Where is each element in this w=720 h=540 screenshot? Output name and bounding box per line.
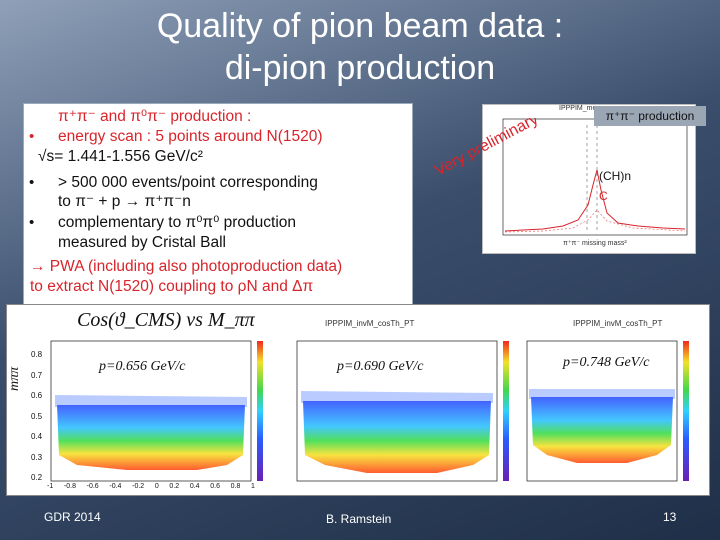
box-line-7: measured by Cristal Ball: [58, 234, 226, 251]
xtick: -0.4: [109, 483, 122, 490]
xtick: 0: [154, 483, 159, 490]
xtick: 0.6: [210, 483, 220, 490]
xtick: 0.2: [169, 483, 180, 490]
small-plot-xlabel: π⁺π⁻ missing mass²: [563, 240, 627, 247]
small-plot-header: IPPPIM_mess: [559, 105, 604, 112]
legend-ch: (CH)n: [599, 169, 631, 183]
production-banner: π⁺π⁻ production: [594, 106, 706, 126]
footer-left: GDR 2014: [44, 510, 101, 524]
bullet-1: •: [29, 128, 35, 145]
preliminary-text: Very preliminary: [432, 118, 541, 178]
ytick: 0.5: [31, 411, 43, 421]
content-box: π⁺π⁻ and π⁰π⁻ production : • energy scan…: [23, 103, 413, 305]
box-line-5: to π⁻ + p → π⁺π⁻n: [58, 193, 191, 210]
panel1-momentum: p=0.656 GeV/c: [99, 359, 186, 374]
panel2-title: IPPPIM_invM_cosTh_PT: [325, 319, 415, 328]
panel2-momentum: p=0.690 GeV/c: [337, 359, 424, 374]
missing-mass-plot: IPPPIM_mess (CH)n C π⁺π⁻ missing mass²: [482, 104, 696, 254]
preliminary-stamp: Very preliminary: [432, 118, 541, 178]
bullet-3: •: [29, 214, 35, 231]
box-line-6: complementary to π⁰π⁰ production: [58, 214, 297, 231]
slide-title-line1: Quality of pion beam data :: [156, 7, 564, 45]
ytick: 0.8: [31, 350, 43, 359]
box-line-3: √s= 1.441-1.556 GeV/c²: [38, 148, 203, 165]
box-line-8: → PWA (including also photoproduction da…: [30, 258, 343, 275]
xtick: 0.4: [189, 483, 200, 490]
bullet-2: •: [29, 174, 35, 191]
legend-c: C: [599, 189, 608, 203]
slide-title-line2: di-pion production: [224, 49, 496, 87]
ytick: 0.7: [31, 370, 43, 380]
box-line-2: energy scan : 5 points around N(1520): [58, 128, 323, 145]
xtick: 1: [251, 483, 255, 490]
xtick: -0.2: [132, 483, 145, 490]
xtick: -0.8: [63, 483, 76, 490]
footer-center: B. Ramstein: [326, 512, 392, 526]
box-line-1: π⁺π⁻ and π⁰π⁻ production :: [58, 108, 252, 125]
ytick: 0.3: [31, 452, 43, 462]
xtick: 0.8: [230, 483, 241, 490]
panel1-xticks: -1 -0.8 -0.6 -0.4 -0.2 0 0.2 0.4 0.6 0.8…: [47, 483, 255, 490]
panel1-yticks: 0.8 0.7 0.6 0.5 0.4 0.3 0.2: [31, 345, 42, 489]
xtick: -0.6: [86, 483, 99, 490]
box-line-4: > 500 000 events/point corresponding: [58, 174, 318, 191]
page-number: 13: [663, 510, 677, 524]
xtick: -1: [47, 483, 54, 490]
histogram-grid: [50, 340, 689, 482]
panel3-momentum: p=0.748 GeV/c: [563, 355, 650, 370]
ytick: 0.2: [31, 473, 43, 482]
panels-main-title: Cos(ϑ_CMS) vs M_ππ: [77, 309, 255, 331]
box-line-9: to extract N(1520) coupling to ρN and Δπ: [30, 278, 314, 295]
cos-vs-mass-panels: Cos(ϑ_CMS) vs M_ππ IPPPIM_invM_cosTh_PT …: [6, 304, 710, 496]
ytick: 0.6: [31, 391, 43, 400]
ytick: 0.4: [31, 432, 43, 441]
panel3-title: IPPPIM_invM_cosTh_PT: [573, 319, 663, 328]
